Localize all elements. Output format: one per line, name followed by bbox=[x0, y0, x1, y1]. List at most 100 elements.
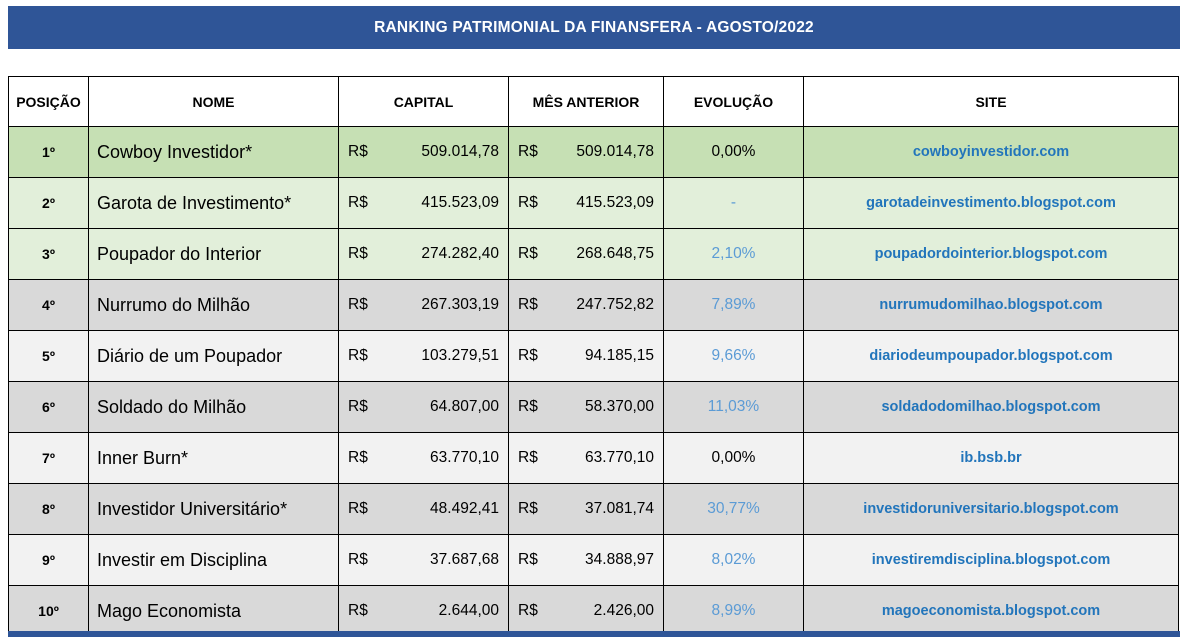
name-cell: Investir em Disciplina bbox=[88, 534, 339, 586]
previous-month-cell: R$ 268.648,75 bbox=[508, 228, 664, 280]
site-link[interactable]: investidoruniversitario.blogspot.com bbox=[863, 501, 1119, 517]
previous-month-cell: R$ 247.752,82 bbox=[508, 279, 664, 331]
position-label: 7º bbox=[42, 450, 55, 466]
column-header-previous: MÊS ANTERIOR bbox=[508, 76, 664, 127]
site-link[interactable]: diariodeumpoupador.blogspot.com bbox=[869, 348, 1113, 364]
blogger-name: Nurrumo do Milhão bbox=[97, 294, 251, 315]
previous-month-value: 509.014,78 bbox=[576, 143, 654, 160]
currency-symbol: R$ bbox=[518, 194, 538, 211]
evolution-cell: 0,00% bbox=[663, 432, 804, 484]
capital-cell: R$ 37.687,68 bbox=[338, 534, 509, 586]
evolution-cell: 2,10% bbox=[663, 228, 804, 280]
currency-symbol: R$ bbox=[348, 347, 368, 364]
position-cell: 1º bbox=[8, 126, 89, 178]
currency-symbol: R$ bbox=[348, 143, 368, 160]
capital-cell: R$ 48.492,41 bbox=[338, 483, 509, 535]
site-link[interactable]: investiremdisciplina.blogspot.com bbox=[871, 552, 1111, 568]
title-banner: RANKING PATRIMONIAL DA FINANSFERA - AGOS… bbox=[8, 6, 1180, 49]
currency-symbol: R$ bbox=[518, 398, 538, 415]
site-cell: investidoruniversitario.blogspot.com bbox=[803, 483, 1179, 535]
site-link[interactable]: magoeconomista.blogspot.com bbox=[881, 603, 1101, 619]
site-cell: investiremdisciplina.blogspot.com bbox=[803, 534, 1179, 586]
evolution-cell: 7,89% bbox=[663, 279, 804, 331]
blogger-name: Mago Economista bbox=[97, 600, 242, 621]
evolution-cell: 30,77% bbox=[663, 483, 804, 535]
previous-month-value: 63.770,10 bbox=[585, 449, 654, 466]
capital-cell: R$ 103.279,51 bbox=[338, 330, 509, 382]
position-label: 8º bbox=[42, 501, 55, 517]
blogger-name: Diário de um Poupador bbox=[97, 345, 283, 366]
evolution-value: 30,77% bbox=[707, 500, 760, 517]
table-row: 6º Soldado do Milhão R$ 64.807,00 R$ 58.… bbox=[8, 381, 1179, 433]
name-cell: Investidor Universitário* bbox=[88, 483, 339, 535]
capital-value: 509.014,78 bbox=[421, 143, 499, 160]
position-label: 6º bbox=[42, 399, 55, 415]
currency-symbol: R$ bbox=[518, 245, 538, 262]
previous-month-value: 94.185,15 bbox=[585, 347, 654, 364]
name-cell: Inner Burn* bbox=[88, 432, 339, 484]
evolution-cell: 8,02% bbox=[663, 534, 804, 586]
ranking-table: POSIÇÃO NOME CAPITAL MÊS ANTERIOR EVOLUÇÃO SI… bbox=[8, 76, 1179, 637]
previous-month-cell: R$ 34.888,97 bbox=[508, 534, 664, 586]
name-cell: Mago Economista bbox=[88, 585, 339, 637]
table-row: 10º Mago Economista R$ 2.644,00 R$ 2.426… bbox=[8, 585, 1179, 637]
capital-value: 64.807,00 bbox=[430, 398, 499, 415]
evolution-value: 11,03% bbox=[707, 398, 760, 415]
capital-cell: R$ 267.303,19 bbox=[338, 279, 509, 331]
previous-month-value: 58.370,00 bbox=[585, 398, 654, 415]
previous-month-cell: R$ 94.185,15 bbox=[508, 330, 664, 382]
name-cell: Nurrumo do Milhão bbox=[88, 279, 339, 331]
currency-symbol: R$ bbox=[518, 551, 538, 568]
site-link[interactable]: soldadodomilhao.blogspot.com bbox=[881, 399, 1101, 415]
site-link[interactable]: cowboyinvestidor.com bbox=[912, 144, 1070, 160]
column-header-site: SITE bbox=[803, 76, 1179, 127]
currency-symbol: R$ bbox=[348, 296, 368, 313]
site-cell: soldadodomilhao.blogspot.com bbox=[803, 381, 1179, 433]
column-header-capital: CAPITAL bbox=[338, 76, 509, 127]
table-row: 1º Cowboy Investidor* R$ 509.014,78 R$ 5… bbox=[8, 126, 1179, 178]
capital-value: 48.492,41 bbox=[430, 500, 499, 517]
site-link[interactable]: poupadordointerior.blogspot.com bbox=[874, 246, 1108, 262]
previous-month-cell: R$ 37.081,74 bbox=[508, 483, 664, 535]
table-row: 5º Diário de um Poupador R$ 103.279,51 R… bbox=[8, 330, 1179, 382]
position-label: 5º bbox=[42, 348, 55, 364]
previous-month-value: 2.426,00 bbox=[593, 602, 654, 619]
position-cell: 2º bbox=[8, 177, 89, 229]
site-link[interactable]: garotadeinvestimento.blogspot.com bbox=[866, 195, 1116, 211]
previous-month-value: 34.888,97 bbox=[585, 551, 654, 568]
site-link[interactable]: nurrumudomilhao.blogspot.com bbox=[879, 297, 1103, 313]
currency-symbol: R$ bbox=[348, 500, 368, 517]
currency-symbol: R$ bbox=[348, 245, 368, 262]
table-row: 7º Inner Burn* R$ 63.770,10 R$ 63.770,10… bbox=[8, 432, 1179, 484]
site-link[interactable]: ib.bsb.br bbox=[960, 450, 1022, 466]
blogger-name: Investir em Disciplina bbox=[97, 549, 268, 570]
evolution-cell: 0,00% bbox=[663, 126, 804, 178]
table-row: 2º Garota de Investimento* R$ 415.523,09… bbox=[8, 177, 1179, 229]
capital-value: 103.279,51 bbox=[421, 347, 499, 364]
position-cell: 7º bbox=[8, 432, 89, 484]
position-label: 9º bbox=[42, 552, 55, 568]
previous-month-value: 415.523,09 bbox=[576, 194, 654, 211]
name-cell: Soldado do Milhão bbox=[88, 381, 339, 433]
capital-value: 415.523,09 bbox=[421, 194, 499, 211]
evolution-value: 8,02% bbox=[711, 551, 756, 568]
capital-cell: R$ 64.807,00 bbox=[338, 381, 509, 433]
evolution-value: 2,10% bbox=[711, 245, 756, 262]
currency-symbol: R$ bbox=[518, 500, 538, 517]
blogger-name: Soldado do Milhão bbox=[97, 396, 247, 417]
table-row: 4º Nurrumo do Milhão R$ 267.303,19 R$ 24… bbox=[8, 279, 1179, 331]
position-cell: 10º bbox=[8, 585, 89, 637]
blogger-name: Inner Burn* bbox=[97, 447, 189, 468]
capital-cell: R$ 2.644,00 bbox=[338, 585, 509, 637]
site-cell: magoeconomista.blogspot.com bbox=[803, 585, 1179, 637]
site-cell: nurrumudomilhao.blogspot.com bbox=[803, 279, 1179, 331]
blogger-name: Poupador do Interior bbox=[97, 243, 262, 264]
evolution-value: 0,00% bbox=[711, 143, 756, 160]
table-row: 8º Investidor Universitário* R$ 48.492,4… bbox=[8, 483, 1179, 535]
currency-symbol: R$ bbox=[348, 551, 368, 568]
name-cell: Diário de um Poupador bbox=[88, 330, 339, 382]
position-label: 3º bbox=[42, 246, 55, 262]
column-header-name: NOME bbox=[88, 76, 339, 127]
name-cell: Poupador do Interior bbox=[88, 228, 339, 280]
